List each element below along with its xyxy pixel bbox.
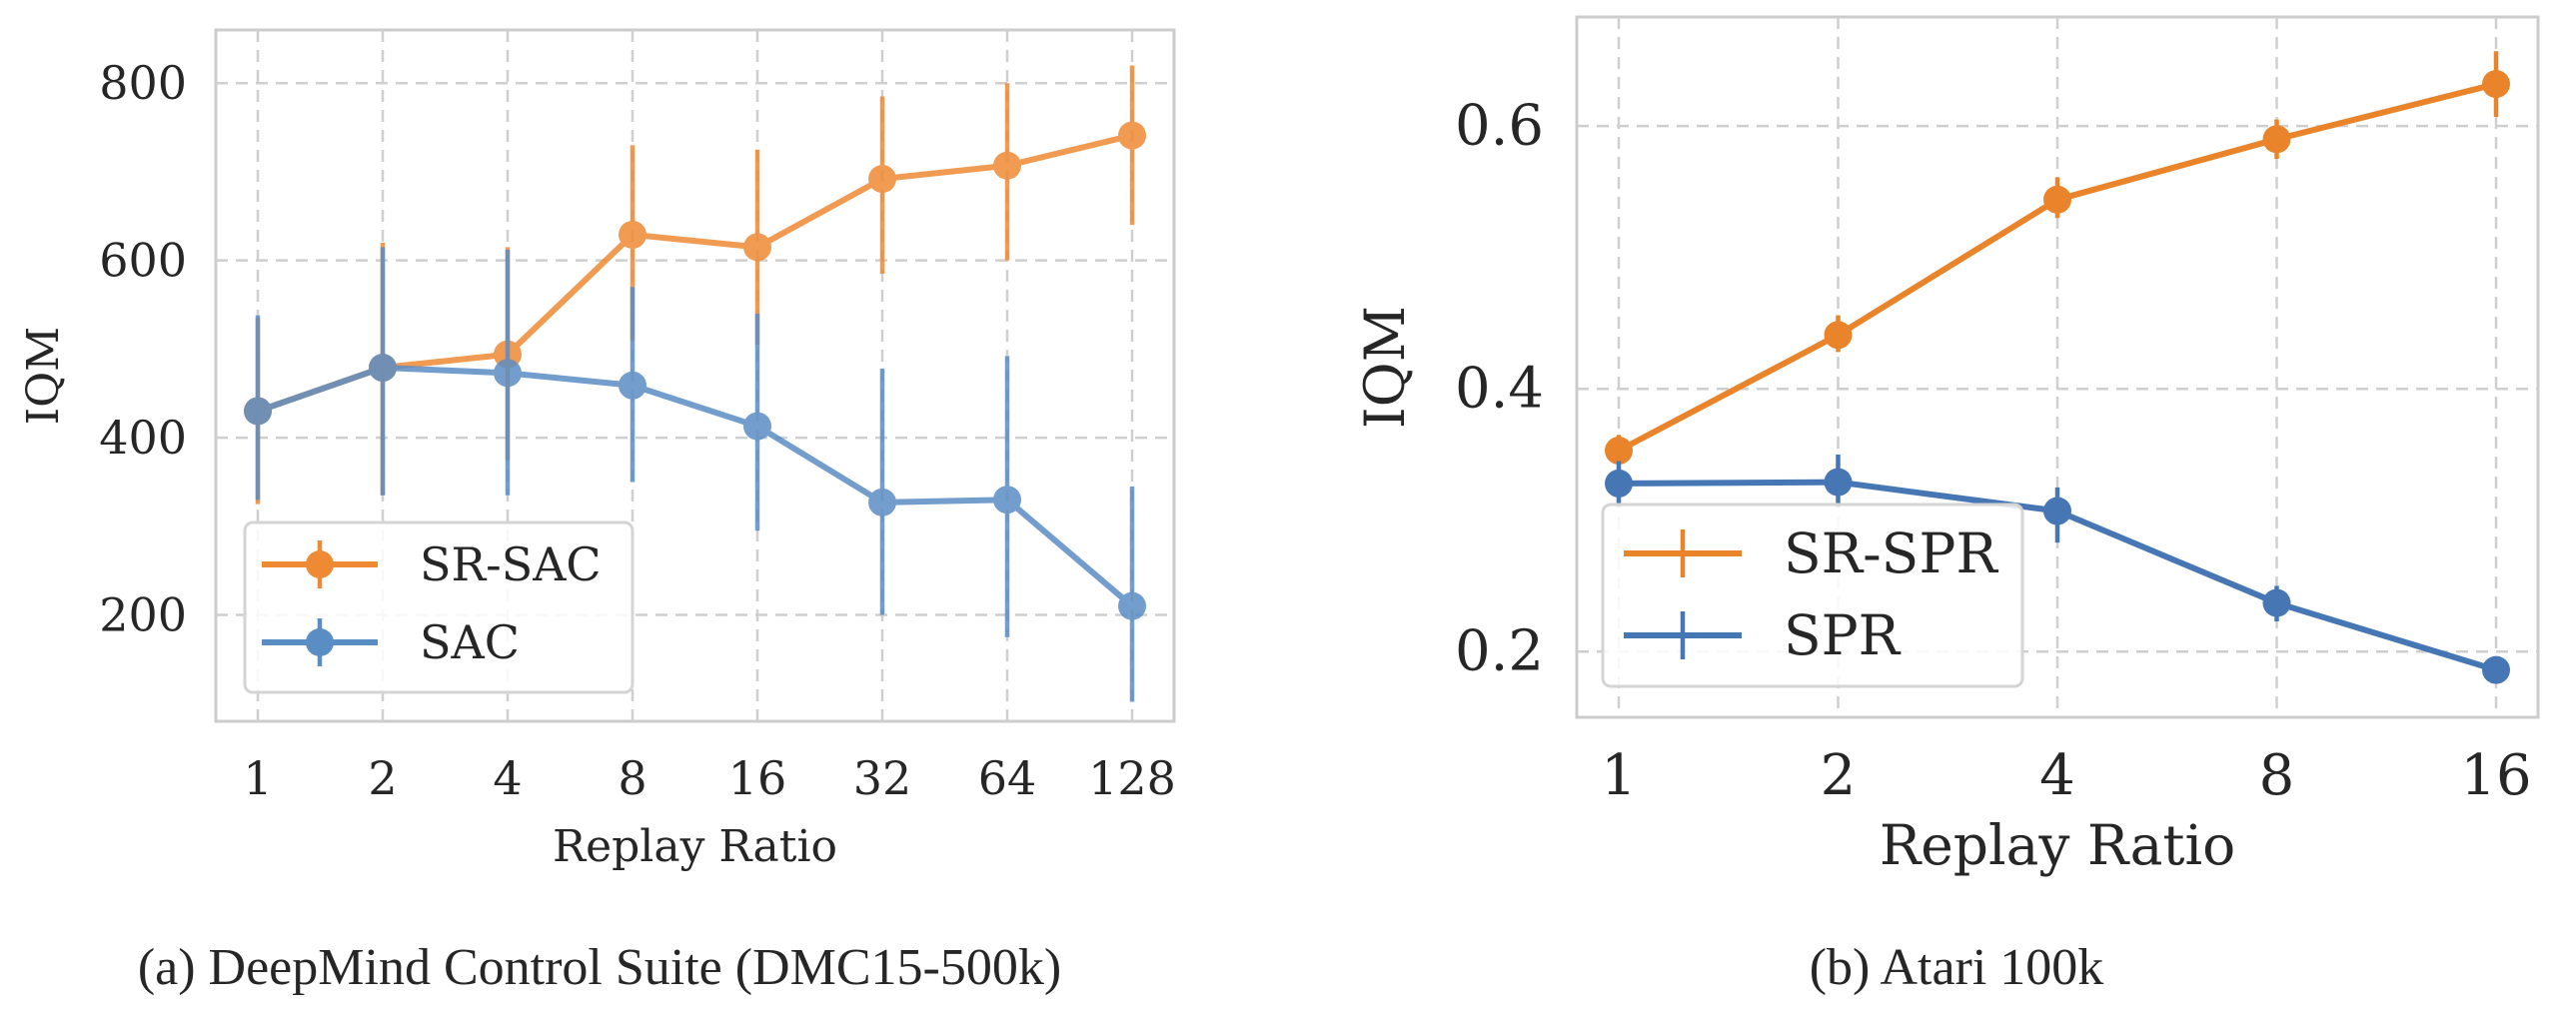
x-tick-label: 128 <box>1088 751 1176 805</box>
x-tick-label: 1 <box>1601 743 1637 808</box>
legend-marker <box>306 628 334 656</box>
data-point <box>619 220 646 249</box>
panel-dmc: 1 2 4 8 16 32 64 128 200 400 600 800 Replay Ratio IQM… <box>18 28 1176 996</box>
x-tick-label: 16 <box>2460 743 2531 808</box>
x-tick-label: 4 <box>493 751 522 805</box>
series-line <box>257 132 1133 415</box>
legend: SR-SPR SPR <box>1601 503 2024 688</box>
y-tick-label: 200 <box>99 588 187 642</box>
y-tick-label: 400 <box>99 411 187 465</box>
x-tick-label: 2 <box>1821 743 1857 808</box>
x-tick-label: 16 <box>728 751 787 805</box>
data-point <box>993 151 1021 180</box>
data-point <box>1605 437 1633 466</box>
x-tick-label: 8 <box>2259 743 2295 808</box>
legend: SR-SAC SAC <box>243 520 635 694</box>
data-point <box>369 354 397 383</box>
y-tick-label: 0.4 <box>1455 357 1544 422</box>
x-tick-label: 1 <box>243 751 272 805</box>
series-sr-spr <box>1605 51 2510 466</box>
x-axis-label: Replay Ratio <box>553 821 837 872</box>
data-point <box>1118 591 1146 620</box>
data-point <box>2043 497 2071 525</box>
data-point <box>619 371 646 400</box>
legend-label: SAC <box>420 615 520 669</box>
y-tick-label: 800 <box>99 56 187 110</box>
data-point <box>2262 588 2291 617</box>
data-point <box>1824 468 1853 497</box>
x-tick-label: 2 <box>368 751 397 805</box>
x-tick-label: 64 <box>978 751 1037 805</box>
data-point <box>244 397 272 426</box>
x-tick-label: 4 <box>2039 743 2075 808</box>
series-line <box>257 365 1134 608</box>
data-point <box>2262 125 2291 154</box>
figure-caption: (a) DeepMind Control Suite (DMC15-500k) <box>138 939 1061 996</box>
legend-box <box>1601 503 2024 688</box>
panel-atari: 1 2 4 8 16 0.2 0.4 0.6 Replay Ratio IQM SR-SPR SPR (… <box>1353 15 2540 996</box>
data-point <box>2482 655 2510 684</box>
legend-label: SR-SPR <box>1784 521 1998 585</box>
x-tick-label: 8 <box>618 751 646 805</box>
data-point <box>1605 469 1633 498</box>
data-point <box>743 412 771 441</box>
series-spr <box>1605 454 2510 684</box>
data-point <box>868 165 896 194</box>
y-tick-label: 0.2 <box>1455 619 1544 684</box>
legend-label: SR-SAC <box>420 537 602 591</box>
figure-caption: (b) Atari 100k <box>1810 939 2104 996</box>
y-tick-label: 0.6 <box>1455 94 1544 159</box>
x-tick-label: 32 <box>853 751 912 805</box>
data-point <box>2043 185 2071 214</box>
data-point <box>1824 321 1853 350</box>
data-point <box>743 233 771 262</box>
data-point <box>1118 121 1146 150</box>
data-point <box>993 486 1021 515</box>
y-axis-label: IQM <box>1353 306 1417 429</box>
y-tick-label: 600 <box>99 234 187 288</box>
data-point <box>494 359 522 388</box>
legend-label: SPR <box>1784 603 1902 667</box>
x-axis-label: Replay Ratio <box>1880 813 2235 877</box>
y-axis-label: IQM <box>18 327 69 426</box>
data-point <box>2482 70 2510 99</box>
data-point <box>868 488 896 517</box>
series-sac <box>244 247 1146 702</box>
legend-marker <box>306 550 334 578</box>
